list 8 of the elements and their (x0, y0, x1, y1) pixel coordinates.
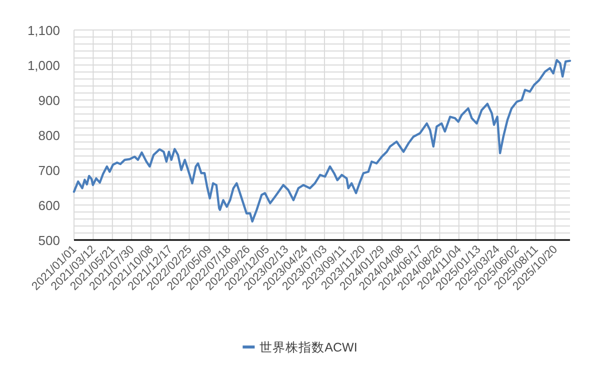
y-tick-label: 600 (38, 198, 60, 213)
y-tick-label: 700 (38, 163, 60, 178)
y-tick-label: 900 (38, 93, 60, 108)
y-tick-label: 800 (38, 128, 60, 143)
y-tick-label: 500 (38, 233, 60, 248)
y-tick-label: 1,000 (27, 58, 60, 73)
y-tick-label: 1,100 (27, 23, 60, 38)
legend: 世界株指数ACWI (242, 340, 358, 354)
